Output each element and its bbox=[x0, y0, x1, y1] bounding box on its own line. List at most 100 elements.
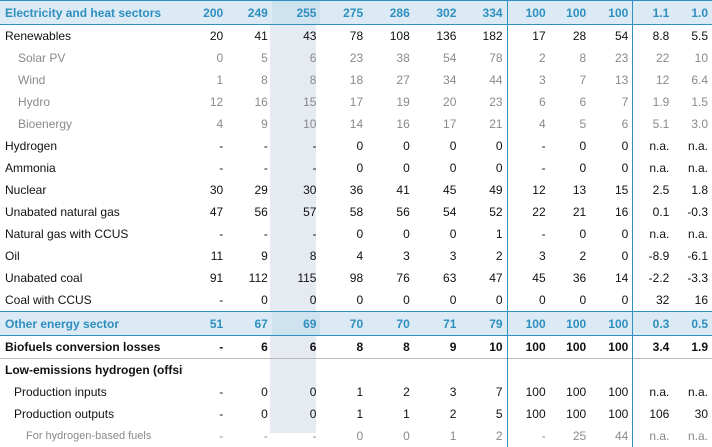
cell-2: 8 bbox=[272, 69, 321, 91]
cell-9: 100 bbox=[590, 381, 633, 403]
cell-1: 9 bbox=[227, 113, 272, 135]
cell-0: - bbox=[183, 336, 228, 359]
cell-0: - bbox=[183, 381, 228, 403]
cell-11: 3.0 bbox=[673, 113, 712, 135]
cell-5: 0 bbox=[414, 223, 461, 245]
cell-5: 3 bbox=[414, 381, 461, 403]
cell-3: 1 bbox=[320, 381, 367, 403]
cell-8: 100 bbox=[550, 336, 591, 359]
cell-10: 5.1 bbox=[633, 113, 674, 135]
cell-2: 6 bbox=[272, 47, 321, 69]
cell-7: 4 bbox=[507, 113, 550, 135]
cell-0: 47 bbox=[183, 201, 228, 223]
cell-2: 115 bbox=[272, 267, 321, 289]
cell-8: 0 bbox=[550, 135, 591, 157]
row-label: Unabated natural gas bbox=[0, 201, 183, 223]
cell-7: - bbox=[507, 223, 550, 245]
cell-6: 78 bbox=[460, 47, 507, 69]
row-label: Other energy sector bbox=[0, 312, 183, 336]
cell-3: 275 bbox=[320, 1, 367, 25]
cell-0: - bbox=[183, 223, 228, 245]
cell-4: 286 bbox=[367, 1, 414, 25]
cell-9: 100 bbox=[590, 403, 633, 425]
cell-11: 30 bbox=[673, 403, 712, 425]
cell-2: 30 bbox=[272, 179, 321, 201]
cell-1: 56 bbox=[227, 201, 272, 223]
cell-9: 0 bbox=[590, 289, 633, 312]
cell-6: 49 bbox=[460, 179, 507, 201]
cell-4: 0 bbox=[367, 223, 414, 245]
cell-9: 7 bbox=[590, 91, 633, 113]
row-label: Natural gas with CCUS bbox=[0, 223, 183, 245]
cell-9: 100 bbox=[590, 312, 633, 336]
cell-5: 54 bbox=[414, 201, 461, 223]
cell-9: 0 bbox=[590, 223, 633, 245]
cell-6: 0 bbox=[460, 289, 507, 312]
cell-10: 106 bbox=[633, 403, 674, 425]
cell-10: 0.3 bbox=[633, 312, 674, 336]
cell-9: 15 bbox=[590, 179, 633, 201]
cell-4: 41 bbox=[367, 179, 414, 201]
cell-8: 36 bbox=[550, 267, 591, 289]
cell-10: -2.2 bbox=[633, 267, 674, 289]
cell-6: 47 bbox=[460, 267, 507, 289]
cell-5: 3 bbox=[414, 245, 461, 267]
cell-11: n.a. bbox=[673, 157, 712, 179]
cell-1: 41 bbox=[227, 25, 272, 48]
cell-11: -3.3 bbox=[673, 267, 712, 289]
cell-10: n.a. bbox=[633, 135, 674, 157]
cell-1: 0 bbox=[227, 403, 272, 425]
cell-4: 0 bbox=[367, 425, 414, 447]
cell-11: 6.4 bbox=[673, 69, 712, 91]
cell-8: 100 bbox=[550, 381, 591, 403]
cell-4: 38 bbox=[367, 47, 414, 69]
cell-7: 22 bbox=[507, 201, 550, 223]
cell-8: 100 bbox=[550, 403, 591, 425]
cell-11 bbox=[673, 359, 712, 382]
cell-2: 0 bbox=[272, 289, 321, 312]
cell-2: 0 bbox=[272, 403, 321, 425]
cell-4: 70 bbox=[367, 312, 414, 336]
cell-3: 23 bbox=[320, 47, 367, 69]
cell-6: 79 bbox=[460, 312, 507, 336]
cell-3: 0 bbox=[320, 157, 367, 179]
cell-3: 8 bbox=[320, 336, 367, 359]
row-label: Hydrogen bbox=[0, 135, 183, 157]
cell-5: 1 bbox=[414, 425, 461, 447]
cell-8: 28 bbox=[550, 25, 591, 48]
cell-11: 0.5 bbox=[673, 312, 712, 336]
cell-0: 1 bbox=[183, 69, 228, 91]
table-row: Low-emissions hydrogen (offsite) bbox=[0, 359, 712, 382]
cell-5: 0 bbox=[414, 289, 461, 312]
cell-6: 44 bbox=[460, 69, 507, 91]
cell-9: 0 bbox=[590, 135, 633, 157]
cell-10: 1.1 bbox=[633, 1, 674, 25]
row-label: Nuclear bbox=[0, 179, 183, 201]
cell-7 bbox=[507, 359, 550, 382]
cell-7: 6 bbox=[507, 91, 550, 113]
cell-9: 14 bbox=[590, 267, 633, 289]
cell-8: 25 bbox=[550, 425, 591, 447]
cell-2: 0 bbox=[272, 381, 321, 403]
cell-1: 0 bbox=[227, 289, 272, 312]
cell-6: 52 bbox=[460, 201, 507, 223]
cell-0: 200 bbox=[183, 1, 228, 25]
cell-10 bbox=[633, 359, 674, 382]
cell-1: 9 bbox=[227, 245, 272, 267]
cell-6: 334 bbox=[460, 1, 507, 25]
cell-1: 8 bbox=[227, 69, 272, 91]
